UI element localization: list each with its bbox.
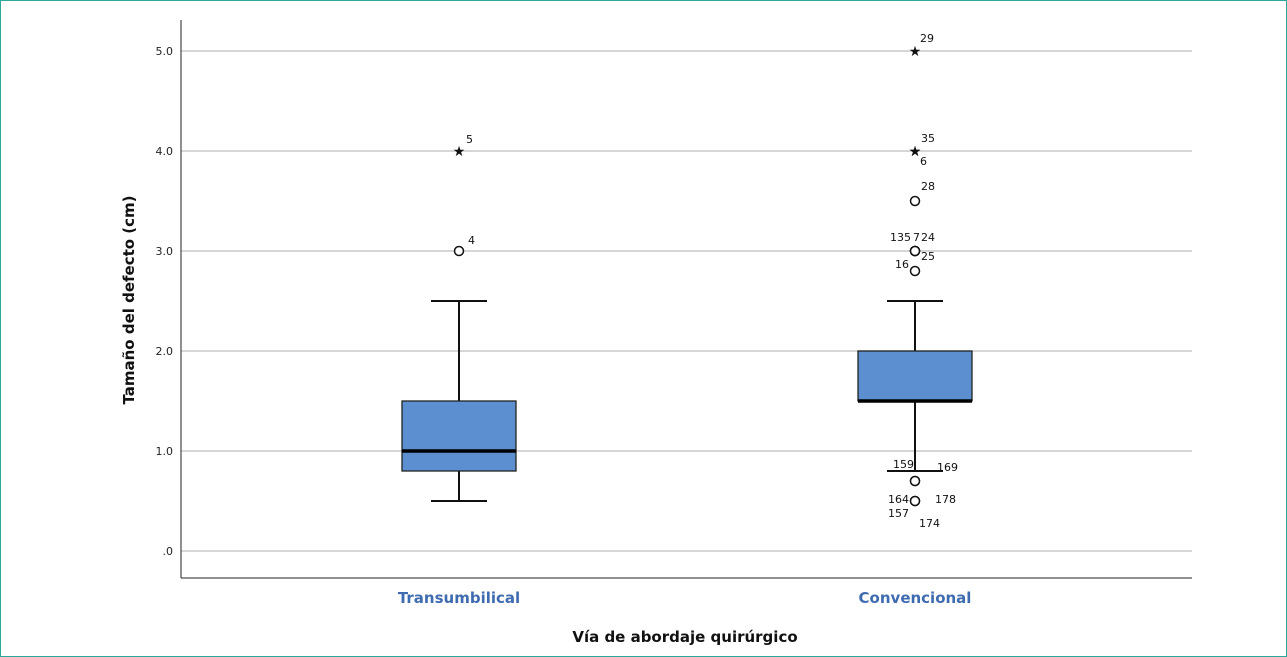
y-tick-label: 2.0: [156, 345, 174, 358]
y-tick-label: 1.0: [156, 445, 174, 458]
x-category-label: Convencional: [859, 589, 972, 607]
outlier-label: 135: [890, 231, 911, 244]
outlier-label: 25: [921, 250, 935, 263]
outlier-label: 178: [935, 493, 956, 506]
outlier-circle: [909, 245, 921, 257]
outlier-star: ★: [909, 144, 922, 160]
y-axis-title: Tamaño del defecto (cm): [120, 195, 138, 404]
boxes: [401, 300, 973, 502]
outlier-circle: [909, 265, 921, 277]
outlier-label: 5: [466, 133, 473, 146]
outlier-label: 7: [913, 231, 920, 244]
outlier-label: 35: [921, 132, 935, 145]
y-tick-label: 5.0: [156, 45, 174, 58]
y-tick-label: 3.0: [156, 245, 174, 258]
axes: .0 1.0 2.0 3.0 4.0 5.0 Transumbilical Convencio…: [156, 20, 1192, 607]
outlier-label: 6: [920, 155, 927, 168]
outlier-label: 28: [921, 180, 935, 193]
x-category-label: Transumbilical: [398, 589, 520, 607]
outlier-star: ★: [453, 144, 466, 160]
outlier-circle: [909, 475, 921, 487]
y-tick-label: 4.0: [156, 145, 174, 158]
outlier-circle: [453, 245, 465, 257]
outlier-label: 169: [937, 461, 958, 474]
outlier-circle: [909, 495, 921, 507]
outlier-label: 24: [921, 231, 935, 244]
outlier-label: 174: [919, 517, 940, 530]
outlier-star: ★: [909, 44, 922, 60]
outlier-star: ★: [909, 144, 922, 160]
y-tick-label: .0: [163, 545, 174, 558]
x-axis-title: Vía de abordaje quirúrgico: [572, 628, 797, 646]
gridlines: [181, 50, 1192, 552]
outlier-label: 29: [920, 32, 934, 45]
box-iqr: [401, 400, 517, 472]
outlier-label: 4: [468, 234, 475, 247]
outlier-label: 157: [888, 507, 909, 520]
box-iqr: [857, 350, 973, 402]
outlier-circle: [909, 195, 921, 207]
outlier-label: 164: [888, 493, 909, 506]
outlier-label: 159: [893, 458, 914, 471]
outlier-label: 16: [895, 258, 909, 271]
